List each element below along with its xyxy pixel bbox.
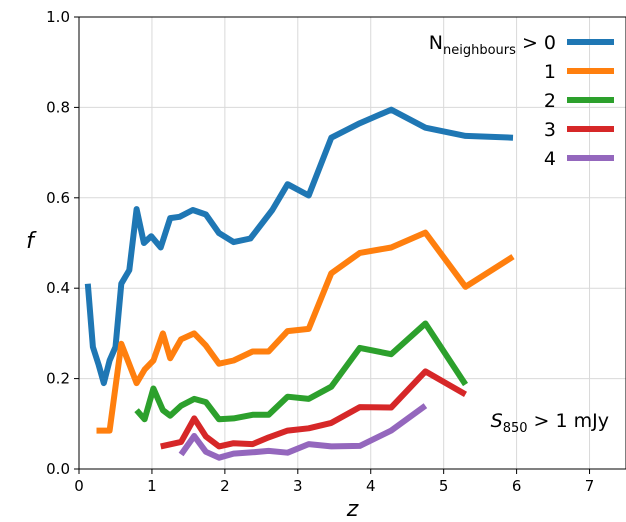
legend-label-3: 3: [544, 119, 556, 141]
series-line-4: [178, 403, 428, 461]
series-line-1: [96, 229, 515, 434]
series-line-0: [84, 106, 514, 387]
x-tick-label: 6: [512, 477, 522, 495]
series-lines: [84, 106, 515, 461]
flux-subscript: 850: [503, 421, 528, 436]
flux-threshold: > 1 mJy: [528, 410, 609, 432]
legend-label-4: 4: [544, 148, 556, 170]
y-axis-label: f: [26, 229, 37, 254]
y-tick-label: 0.2: [46, 370, 70, 388]
x-tick-label: 0: [74, 477, 84, 495]
axis-ticks: 0 1 2 3 4 5 6 7 0.0 0.2 0.4 0.6 0.8 1.0: [46, 8, 594, 495]
y-tick-label: 0.8: [46, 98, 70, 116]
flux-cut-annotation: S850 > 1 mJy: [491, 410, 609, 436]
legend-label-0: Nneighbours > 0: [429, 32, 556, 58]
legend-threshold: > 0: [516, 32, 556, 54]
flux-symbol: S: [491, 410, 503, 432]
legend-label-1: 1: [544, 61, 556, 83]
series-line-2: [134, 320, 469, 423]
x-tick-label: 3: [293, 477, 303, 495]
x-axis-label: z: [346, 497, 359, 522]
legend-label-2: 2: [544, 90, 556, 112]
y-tick-label: 0.0: [46, 460, 70, 478]
x-tick-label: 2: [220, 477, 230, 495]
x-tick-label: 1: [147, 477, 157, 495]
legend-n-symbol: N: [429, 32, 443, 54]
legend: Nneighbours > 0 1 2 3 4: [429, 32, 614, 170]
x-tick-label: 4: [366, 477, 376, 495]
y-tick-label: 1.0: [46, 8, 70, 26]
x-tick-label: 7: [585, 477, 595, 495]
x-tick-label: 5: [439, 477, 449, 495]
y-tick-label: 0.4: [46, 279, 70, 297]
series-line-3: [160, 368, 467, 450]
legend-n-subscript: neighbours: [443, 43, 516, 58]
plot-frame: [78, 16, 626, 470]
y-tick-label: 0.6: [46, 189, 70, 207]
